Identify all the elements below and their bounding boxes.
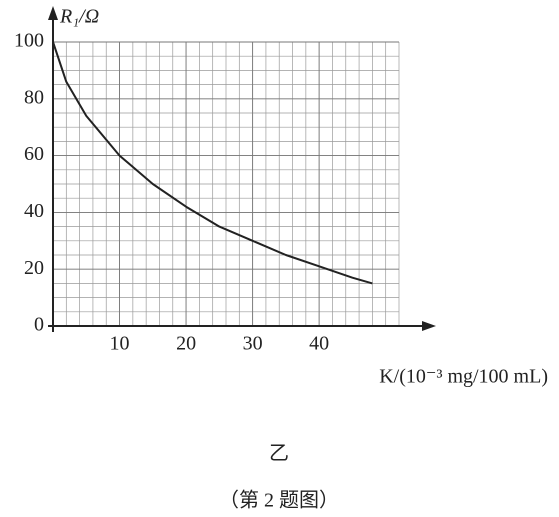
- x-axis-label: K/(10⁻³ mg/100 mL): [379, 366, 548, 388]
- grid: [53, 41, 400, 327]
- figure-note: （第 2 题图）: [219, 489, 339, 512]
- curve: [52, 41, 373, 285]
- x-tick-label: 40: [309, 333, 329, 355]
- x-tick-label: 30: [243, 333, 263, 355]
- y-axis-arrow: [48, 6, 58, 20]
- x-tick-label: 10: [110, 333, 130, 355]
- y-tick-label: 60: [24, 143, 44, 165]
- y-tick-label: 100: [14, 30, 44, 52]
- y-tick-label: 0: [34, 314, 44, 336]
- y-axis-label: R₁/Ω: [59, 6, 99, 28]
- y-tick-label: 40: [24, 200, 44, 222]
- caption: 乙: [269, 443, 289, 465]
- y-tick-label: 80: [24, 86, 44, 108]
- y-tick-label: 20: [24, 257, 44, 279]
- x-axis-arrow: [422, 321, 436, 331]
- x-tick-label: 20: [176, 333, 196, 355]
